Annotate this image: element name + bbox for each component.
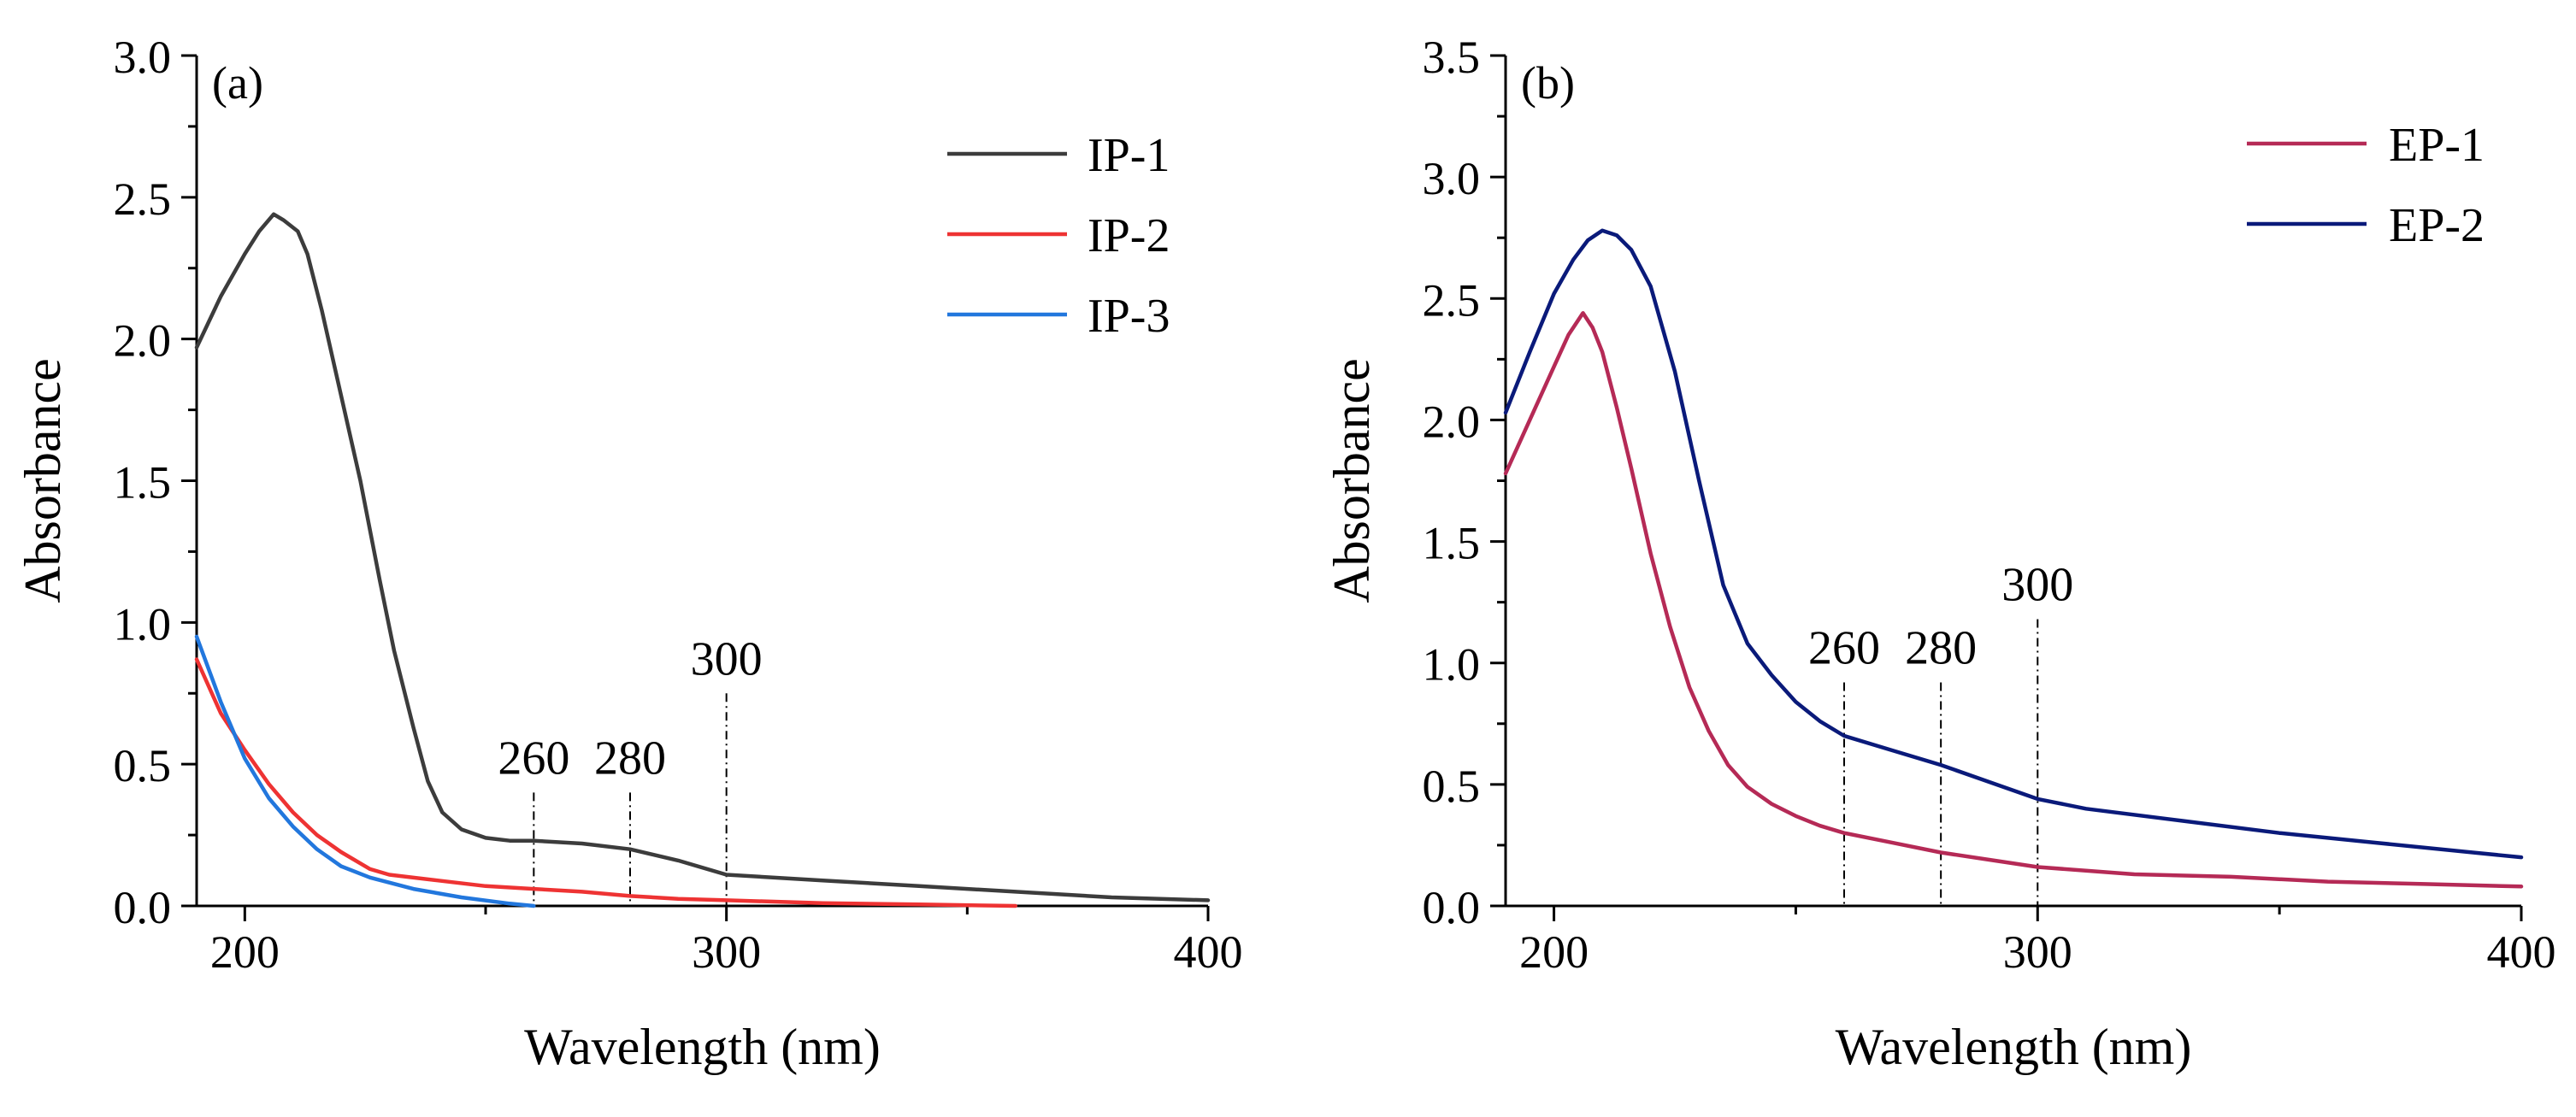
wavelength-marker-label: 280 [594,732,666,785]
y-tick-label: 2.0 [1423,396,1481,447]
series-line-ip-2 [194,657,1017,908]
legend-label: EP-1 [2389,119,2485,172]
legend-label: EP-2 [2389,199,2485,252]
panel-label: (a) [212,57,263,109]
y-tick-label: 2.0 [114,315,172,367]
y-tick-label: 1.0 [114,598,172,650]
x-axis-label: Wavelength (nm) [524,1019,881,1075]
wavelength-marker-label: 300 [691,632,763,685]
legend-label: IP-2 [1088,209,1170,262]
x-tick-label: 300 [692,926,761,978]
x-tick-label: 400 [1174,926,1243,978]
x-tick-label: 300 [2003,926,2072,978]
wavelength-marker-label: 260 [1808,621,1880,674]
series-line-ep-2 [1503,228,2524,860]
wavelength-marker-label: 280 [1905,621,1977,674]
y-tick-label: 2.5 [114,173,172,225]
y-axis-label: Absorbance [1323,358,1380,603]
y-axis-label: Absorbance [15,358,71,603]
y-tick-label: 3.5 [1423,32,1481,83]
y-tick-label: 3.0 [1423,153,1481,204]
y-tick-label: 2.5 [1423,274,1481,326]
y-tick-label: 1.5 [114,457,172,509]
x-axis-label: Wavelength (nm) [1836,1019,2192,1075]
x-tick-label: 200 [1519,926,1589,978]
panel-a: 0.0 0.5 1.0 1.5 2.0 2.5 3.0 200 300 400 Wavelength… [15,32,1243,1075]
y-tick-label: 0.5 [114,740,172,791]
x-tick-label: 400 [2487,926,2556,978]
series-line-ip-3 [194,634,536,908]
panel-label: (b) [1521,57,1575,109]
y-tick-label: 1.5 [1423,518,1481,569]
legend-label: IP-1 [1088,129,1170,182]
legend-label: IP-3 [1088,290,1170,343]
y-tick-label: 0.0 [114,882,172,933]
wavelength-marker-label: 300 [2001,559,2073,612]
y-tick-label: 0.5 [1423,761,1481,812]
y-tick-label: 0.0 [1423,882,1481,933]
x-tick-label: 200 [210,926,280,978]
y-tick-label: 1.0 [1423,639,1481,691]
y-tick-label: 3.0 [114,32,172,83]
series-line-ep-1 [1503,311,2524,889]
series-line-ip-1 [194,212,1211,902]
wavelength-marker-label: 260 [498,732,569,785]
panel-b: 0.0 0.5 1.0 1.5 2.0 2.5 3.0 3.5 200 300 400 Wavelen… [1323,32,2556,1075]
